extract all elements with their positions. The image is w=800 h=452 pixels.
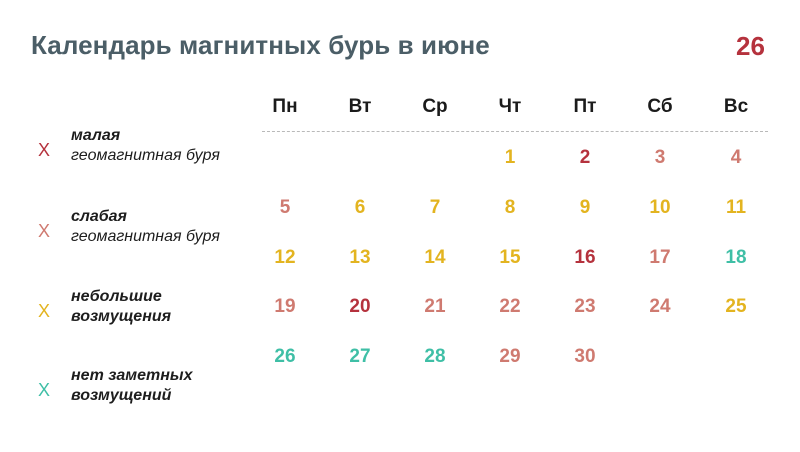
calendar-day-21: 21 <box>424 296 446 317</box>
calendar-day-18: 18 <box>725 247 747 268</box>
legend-marker-net: X <box>38 380 51 400</box>
legend-label-nebolshie: небольшие возмущения <box>71 288 172 325</box>
legend-sublabel-malaya: геомагнитная буря <box>71 147 220 164</box>
calendar-day-5: 5 <box>279 197 291 218</box>
legend-marker-nebolshie: X <box>38 301 51 321</box>
weekday-sun: Вс <box>723 96 749 117</box>
legend-label-malaya: малая <box>71 127 121 144</box>
calendar-day-1: 1 <box>504 147 516 168</box>
calendar-day-11: 11 <box>725 197 747 218</box>
calendar-day-17: 17 <box>649 247 671 268</box>
weekday-fri: Пт <box>573 96 597 117</box>
calendar-day-24: 24 <box>649 296 671 317</box>
calendar-day-27: 27 <box>349 346 371 367</box>
weekday-thu: Чт <box>498 96 522 117</box>
legend-marker-slabaya: X <box>38 221 51 241</box>
calendar-day-8: 8 <box>504 197 516 218</box>
legend-label-net: нет заметных возмущений <box>71 367 193 404</box>
calendar-day-2: 2 <box>579 147 591 168</box>
calendar-day-28: 28 <box>424 346 446 367</box>
calendar-day-6: 6 <box>354 197 366 218</box>
page-title: Календарь магнитных бурь в июне <box>31 30 490 60</box>
weekday-tue: Вт <box>348 96 372 117</box>
legend-sublabel-slabaya: геомагнитная буря <box>71 228 220 245</box>
calendar-day-19: 19 <box>274 296 296 317</box>
calendar-day-12: 12 <box>274 247 296 268</box>
legend-marker-malaya: X <box>38 140 51 160</box>
calendar-day-22: 22 <box>499 296 521 317</box>
weekday-mon: Пн <box>272 96 298 117</box>
calendar-day-20: 20 <box>349 296 371 317</box>
calendar-day-30: 30 <box>574 346 596 367</box>
calendar-day-29: 29 <box>499 346 521 367</box>
calendar-day-9: 9 <box>579 197 591 218</box>
calendar-day-4: 4 <box>730 147 742 168</box>
header-divider <box>262 131 768 132</box>
weekday-wed: Ср <box>422 96 448 117</box>
logo-icon: 26 <box>736 31 765 60</box>
logo-text: 26 <box>736 31 765 60</box>
calendar-day-16: 16 <box>574 247 596 268</box>
calendar-day-10: 10 <box>649 197 671 218</box>
weekday-sat: Сб <box>647 96 673 117</box>
calendar-day-26: 26 <box>274 346 296 367</box>
calendar-day-23: 23 <box>574 296 596 317</box>
calendar-day-15: 15 <box>499 247 521 268</box>
calendar-day-7: 7 <box>429 197 441 218</box>
calendar-day-3: 3 <box>654 147 666 168</box>
calendar-day-13: 13 <box>349 247 371 268</box>
calendar-day-25: 25 <box>725 296 747 317</box>
legend-label-slabaya: слабая <box>71 208 127 225</box>
calendar-day-14: 14 <box>424 247 446 268</box>
